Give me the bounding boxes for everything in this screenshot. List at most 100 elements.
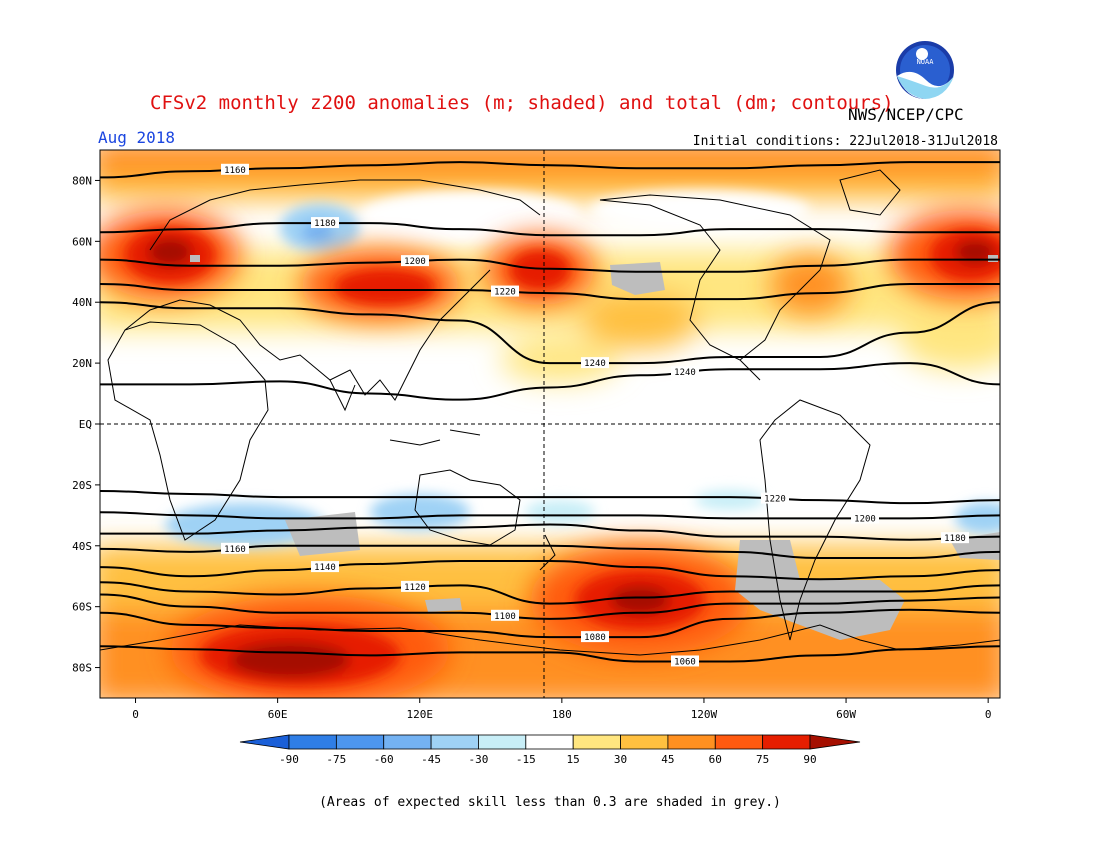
contour-label: 1120 [404,583,426,593]
colorbar-tick-label: 30 [614,753,627,766]
colorbar-tick-label: 75 [756,753,769,766]
colorbar-swatch [714,734,764,750]
colorbar-swatch [667,734,716,750]
lon-tick-label: 180 [552,708,572,721]
contour-line [100,282,1000,301]
contour-line [100,258,1000,273]
colorbar-tick-label: -90 [279,753,299,766]
lat-tick-label: EQ [79,418,92,431]
contour-label-bg [941,532,969,544]
valid-month: Aug 2018 [98,128,175,147]
lon-tick-label: 120W [691,708,718,721]
agency-label: NWS/NCEP/CPC [848,105,964,124]
contour-label-bg [671,366,699,378]
colorbar-tick-label: -45 [421,753,441,766]
coastlines [100,169,1000,656]
contour-label: 1200 [854,514,876,524]
colorbar-swatch [383,734,432,750]
lat-tick-label: 60S [72,601,92,614]
contour-label: 1220 [494,288,516,298]
figure-title: CFSv2 monthly z200 anomalies (m; shaded)… [150,92,894,114]
footnote: (Areas of expected skill less than 0.3 a… [319,795,781,810]
initial-conditions: Initial conditions: 22Jul2018-31Jul2018 [693,134,998,149]
lon-tick-label: 120E [406,708,433,721]
lat-tick-label: 80N [72,174,92,187]
contour-label-bg [851,512,879,524]
contour-label: 1100 [494,612,516,622]
contour-label-bg [401,580,429,592]
lat-tick-label: 40S [72,540,92,553]
colorbar-swatch [525,734,574,750]
contour-label-bg [401,255,429,267]
colorbar-swatch [762,734,811,750]
contour-line [100,161,1000,179]
contour-line [100,489,1000,505]
lon-tick-label: 0 [132,708,139,721]
contour-label-bg [581,631,609,643]
contour-label: 1200 [404,257,426,267]
contour-line [100,523,1000,541]
total-height-contours [100,161,1000,663]
contour-label-bg [311,561,339,573]
colorbar-swatch [620,734,669,750]
contour-label-bg [221,163,249,175]
colorbar-tick-label: -75 [326,753,346,766]
colorbar-swatch [572,734,621,750]
contour-line [100,559,1000,581]
contour-line [100,301,1000,365]
lat-tick-label: 40N [72,296,92,309]
contour-line [100,222,1000,237]
colorbar-tick-label: -30 [469,753,489,766]
colorbar-tick-label: 60 [709,753,722,766]
contour-line [100,581,1000,605]
contour-label: 1180 [944,534,966,544]
contour-line [100,645,1000,663]
contour-label: 1240 [674,368,696,378]
contour-label: 1180 [314,219,336,229]
lon-tick-label: 60E [268,708,288,721]
contour-labels: 1160 1180 1200 1220 1240 1240 1220 1200 1180 1160… [221,163,969,667]
contour-label: 1140 [314,563,336,573]
contour-label-bg [581,357,609,369]
colorbar-arrow-low [239,734,290,750]
colorbar-tick-label: 90 [803,753,816,766]
contour-label-bg [311,217,339,229]
contour-label: 1160 [224,166,246,176]
lon-tick-label: 0 [985,708,992,721]
colorbar: -90 -75 -60 -45 -30 -15 15 30 45 60 75 90 [239,734,861,766]
colorbar-swatch [430,734,479,750]
contour-line [100,511,1000,520]
colorbar-swatch [288,734,337,750]
contour-label: 1240 [584,359,606,369]
map-panel: 1160 1180 1200 1220 1240 1240 1220 1200 1180 1160… [72,149,1001,721]
contour-line [100,593,1000,620]
colorbar-tick-label: -15 [516,753,536,766]
map-axes: 0 60E 120E 180 120W 60W 0 80N 60N 40N 20N EQ 20S 40S 6… [72,174,991,721]
contour-line [100,362,1000,401]
contour-label-bg [491,609,519,621]
logo-text: NOAA [917,58,935,66]
contour-label-bg [491,285,519,297]
lat-tick-label: 60N [72,235,92,248]
colorbar-tick-label: 15 [567,753,580,766]
colorbar-tick-label: -60 [374,753,394,766]
colorbar-swatch [335,734,385,750]
noaa-logo-icon: NOAA [896,41,954,100]
contour-label: 1060 [674,657,696,667]
map-frame [99,149,1001,699]
contour-line [100,544,1000,559]
lon-tick-label: 60W [836,708,856,721]
contour-label-bg [221,542,249,554]
lat-tick-label: 20S [72,479,92,492]
contour-line [100,608,1000,639]
colorbar-swatch [478,734,527,750]
contour-label-bg [761,492,789,504]
contour-label: 1160 [224,545,246,555]
contour-label: 1080 [584,633,606,643]
lat-tick-label: 20N [72,357,92,370]
colorbar-arrow-high [809,734,861,750]
lat-tick-label: 80S [72,662,92,675]
colorbar-tick-label: 45 [661,753,674,766]
contour-label: 1220 [764,495,786,505]
